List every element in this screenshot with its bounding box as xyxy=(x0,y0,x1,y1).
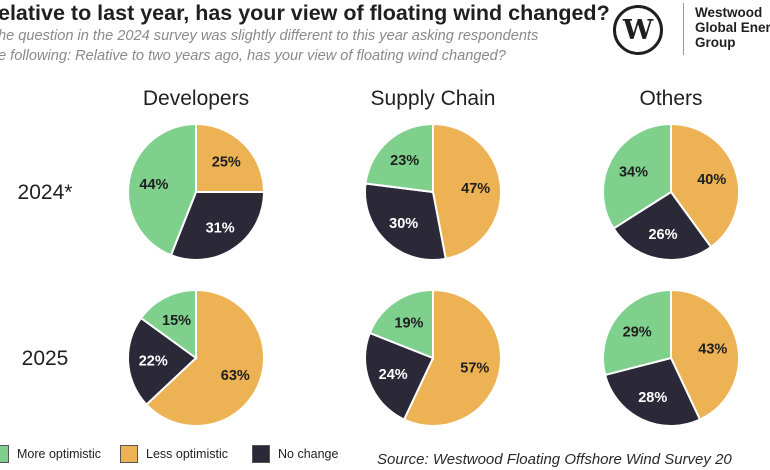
legend-label-less-optimistic: Less optimistic xyxy=(146,447,228,461)
slice-developers-2024-no-change-label: 31% xyxy=(206,220,235,236)
chart-subtitle-line-1: he question in the 2024 survey was sligh… xyxy=(0,28,539,44)
slice-developers-2025-more-optimistic-label: 15% xyxy=(162,313,191,329)
chart-subtitle-line-2: e following: Relative to two years ago, … xyxy=(0,48,506,64)
slice-developers-2025-less-optimistic-label: 63% xyxy=(221,368,250,384)
slice-supply-chain-2025-less-optimistic xyxy=(402,288,502,427)
logo-wordmark: Westwood Global Ener Group xyxy=(695,5,770,50)
slice-others-2025-no-change xyxy=(603,356,702,427)
group-header-others: Others xyxy=(639,87,702,110)
slice-supply-chain-2024-more-optimistic xyxy=(364,122,434,194)
slice-supply-chain-2025-less-optimistic-label: 57% xyxy=(460,360,489,376)
slice-supply-chain-2025-no-change xyxy=(364,331,435,421)
legend-swatch-more-optimistic xyxy=(0,445,9,463)
slice-others-2025-less-optimistic xyxy=(670,288,740,421)
slice-developers-2024-less-optimistic-label: 25% xyxy=(212,155,241,171)
legend-label-more-optimistic: More optimistic xyxy=(17,447,102,461)
legend-swatch-less-optimistic xyxy=(120,445,138,463)
westwood-logo-icon: W xyxy=(613,5,663,55)
slice-developers-2025-more-optimistic xyxy=(139,288,197,360)
legend-item-no-change: No change xyxy=(252,445,338,463)
slice-supply-chain-2024-less-optimistic xyxy=(432,122,503,260)
legend-swatch-no-change xyxy=(252,445,270,463)
slice-developers-2024-more-optimistic-label: 44% xyxy=(139,177,168,193)
slice-others-2024-less-optimistic-label: 40% xyxy=(697,172,726,188)
logo-divider xyxy=(683,3,684,55)
slice-supply-chain-2025-more-optimistic xyxy=(368,288,434,360)
slice-others-2024-more-optimistic-label: 34% xyxy=(619,164,648,180)
slice-supply-chain-2025-no-change-label: 24% xyxy=(379,367,408,383)
year-label-2024: 2024* xyxy=(18,181,73,204)
year-label-2025: 2025 xyxy=(22,347,69,370)
slice-supply-chain-2025-more-optimistic-label: 19% xyxy=(394,316,423,332)
legend-item-more-optimistic: More optimistic xyxy=(0,445,101,463)
slice-others-2025-less-optimistic-label: 43% xyxy=(698,342,727,358)
slice-developers-2025-no-change xyxy=(127,316,198,406)
group-header-supply-chain: Supply Chain xyxy=(371,87,496,110)
slice-supply-chain-2024-less-optimistic-label: 47% xyxy=(461,181,490,197)
slice-others-2024-less-optimistic xyxy=(670,122,740,249)
chart-title: elative to last year, has your view of f… xyxy=(0,1,610,25)
group-header-developers: Developers xyxy=(143,87,249,110)
slice-developers-2025-no-change-label: 22% xyxy=(139,354,168,370)
slice-developers-2024-more-optimistic xyxy=(127,122,197,257)
logo-line-3: Group xyxy=(695,35,736,50)
slice-developers-2024-less-optimistic xyxy=(195,122,266,193)
slice-developers-2024-no-change xyxy=(169,191,266,261)
slice-supply-chain-2024-no-change xyxy=(364,182,447,261)
slice-supply-chain-2024-no-change-label: 30% xyxy=(389,216,418,232)
slice-others-2025-more-optimistic-label: 29% xyxy=(623,325,652,341)
legend-label-no-change: No change xyxy=(278,447,339,461)
slice-developers-2025-less-optimistic xyxy=(145,288,265,427)
logo-line-1: Westwood xyxy=(695,5,763,20)
slice-others-2025-more-optimistic xyxy=(602,288,672,377)
slice-others-2024-no-change xyxy=(612,190,713,261)
logo-line-2: Global Ener xyxy=(695,20,770,35)
chart-source: Source: Westwood Floating Offshore Wind … xyxy=(377,451,732,468)
legend-item-less-optimistic: Less optimistic xyxy=(120,445,228,463)
slice-others-2024-more-optimistic xyxy=(602,122,672,230)
slice-others-2025-no-change-label: 28% xyxy=(638,390,667,406)
slice-supply-chain-2024-more-optimistic-label: 23% xyxy=(390,153,419,169)
slice-others-2024-no-change-label: 26% xyxy=(648,227,677,243)
